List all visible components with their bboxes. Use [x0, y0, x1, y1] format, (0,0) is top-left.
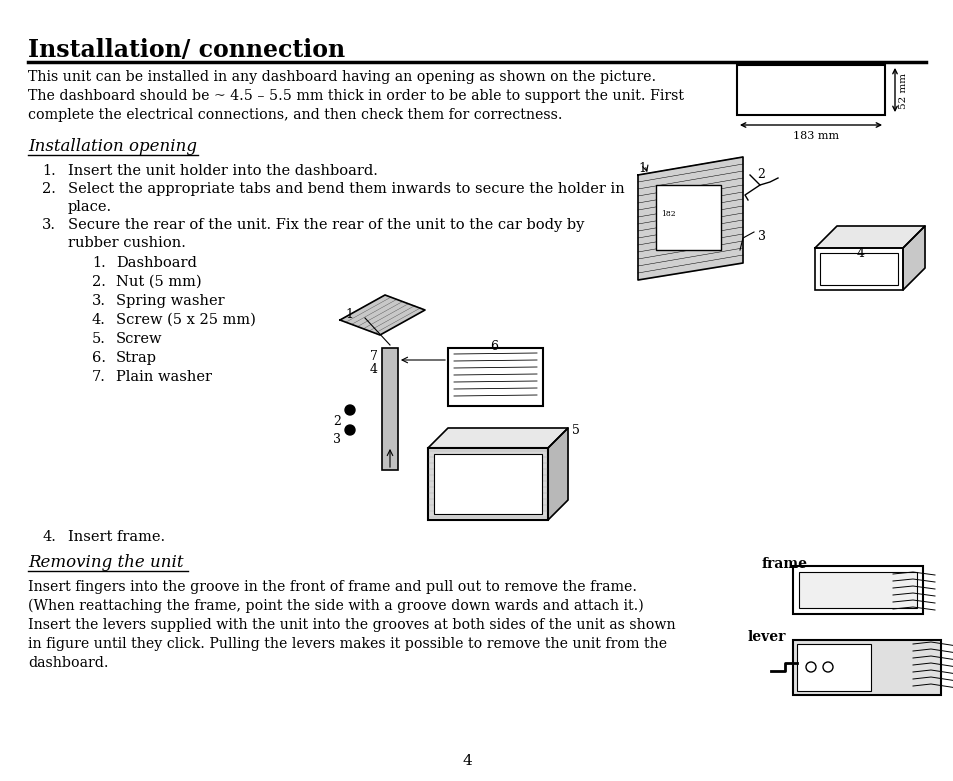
- Text: 183 mm: 183 mm: [792, 131, 839, 141]
- Text: Plain washer: Plain washer: [116, 370, 212, 384]
- Text: Screw: Screw: [116, 332, 162, 346]
- Text: 3.: 3.: [42, 218, 56, 232]
- Circle shape: [345, 405, 355, 415]
- Polygon shape: [814, 226, 924, 248]
- Text: Insert fingers into the groove in the front of frame and pull out to remove the : Insert fingers into the groove in the fr…: [28, 580, 637, 594]
- Text: place.: place.: [68, 200, 112, 214]
- Text: Screw (5 x 25 mm): Screw (5 x 25 mm): [116, 313, 255, 327]
- Text: 4.: 4.: [42, 530, 56, 544]
- Text: Insert frame.: Insert frame.: [68, 530, 165, 544]
- Bar: [448, 348, 542, 406]
- Polygon shape: [428, 428, 567, 448]
- Text: 2.: 2.: [42, 182, 56, 196]
- Bar: [428, 448, 547, 520]
- Text: (When reattaching the frame, point the side with a groove down wards and attach : (When reattaching the frame, point the s…: [28, 599, 643, 613]
- Text: 2.: 2.: [91, 275, 106, 289]
- Bar: [737, 65, 884, 115]
- Text: 1.: 1.: [91, 256, 106, 270]
- Text: 1: 1: [345, 308, 353, 321]
- Polygon shape: [638, 157, 742, 280]
- Bar: [381, 348, 397, 470]
- Text: 4: 4: [461, 754, 472, 768]
- Text: Spring washer: Spring washer: [116, 294, 224, 308]
- Text: 6: 6: [490, 340, 497, 353]
- Text: Installation/ connection: Installation/ connection: [28, 38, 345, 62]
- Text: in figure until they click. Pulling the levers makes it possible to remove the u: in figure until they click. Pulling the …: [28, 637, 666, 651]
- Polygon shape: [339, 295, 424, 335]
- Text: 1: 1: [638, 162, 645, 175]
- Text: Nut (5 mm): Nut (5 mm): [116, 275, 201, 289]
- Text: 52 mm: 52 mm: [898, 73, 907, 109]
- Text: 7.: 7.: [91, 370, 106, 384]
- Text: lever: lever: [747, 630, 785, 644]
- Text: Removing the unit: Removing the unit: [28, 554, 183, 571]
- Text: Insert the levers supplied with the unit into the grooves at both sides of the u: Insert the levers supplied with the unit…: [28, 618, 675, 632]
- Text: 182: 182: [660, 210, 675, 218]
- Text: 3.: 3.: [91, 294, 106, 308]
- Text: 5.: 5.: [91, 332, 106, 346]
- Bar: [796, 644, 870, 691]
- Circle shape: [822, 662, 832, 672]
- Text: 4: 4: [856, 247, 864, 260]
- Text: Strap: Strap: [116, 351, 157, 365]
- Bar: [814, 248, 902, 290]
- Text: 2: 2: [757, 168, 764, 181]
- Text: Installation opening: Installation opening: [28, 138, 196, 155]
- Bar: [792, 566, 923, 614]
- Text: The dashboard should be ~ 4.5 – 5.5 mm thick in order to be able to support the : The dashboard should be ~ 4.5 – 5.5 mm t…: [28, 89, 683, 103]
- Text: This unit can be installed in any dashboard having an opening as shown on the pi: This unit can be installed in any dashbo…: [28, 70, 656, 84]
- Circle shape: [345, 425, 355, 435]
- Text: complete the electrical connections, and then check them for correctness.: complete the electrical connections, and…: [28, 108, 562, 122]
- Text: 4.: 4.: [91, 313, 106, 327]
- Circle shape: [805, 662, 815, 672]
- Text: 5: 5: [572, 424, 579, 437]
- Text: frame: frame: [761, 557, 807, 571]
- Text: dashboard.: dashboard.: [28, 656, 109, 670]
- Text: Dashboard: Dashboard: [116, 256, 196, 270]
- Bar: [792, 640, 940, 695]
- Text: rubber cushion.: rubber cushion.: [68, 236, 186, 250]
- Text: 3: 3: [333, 433, 340, 446]
- Text: 2: 2: [333, 415, 340, 428]
- Polygon shape: [902, 226, 924, 290]
- Text: Select the appropriate tabs and bend them inwards to secure the holder in: Select the appropriate tabs and bend the…: [68, 182, 624, 196]
- Text: 4: 4: [370, 363, 377, 376]
- Bar: [434, 454, 541, 514]
- Bar: [799, 572, 916, 608]
- Polygon shape: [547, 428, 567, 520]
- Text: 7: 7: [370, 350, 377, 363]
- Text: 1.: 1.: [42, 164, 55, 178]
- Text: 3: 3: [758, 230, 765, 243]
- Text: Secure the rear of the unit. Fix the rear of the unit to the car body by: Secure the rear of the unit. Fix the rea…: [68, 218, 584, 232]
- Text: Insert the unit holder into the dashboard.: Insert the unit holder into the dashboar…: [68, 164, 377, 178]
- Bar: [820, 253, 897, 285]
- Text: 6.: 6.: [91, 351, 106, 365]
- Bar: [656, 185, 720, 250]
